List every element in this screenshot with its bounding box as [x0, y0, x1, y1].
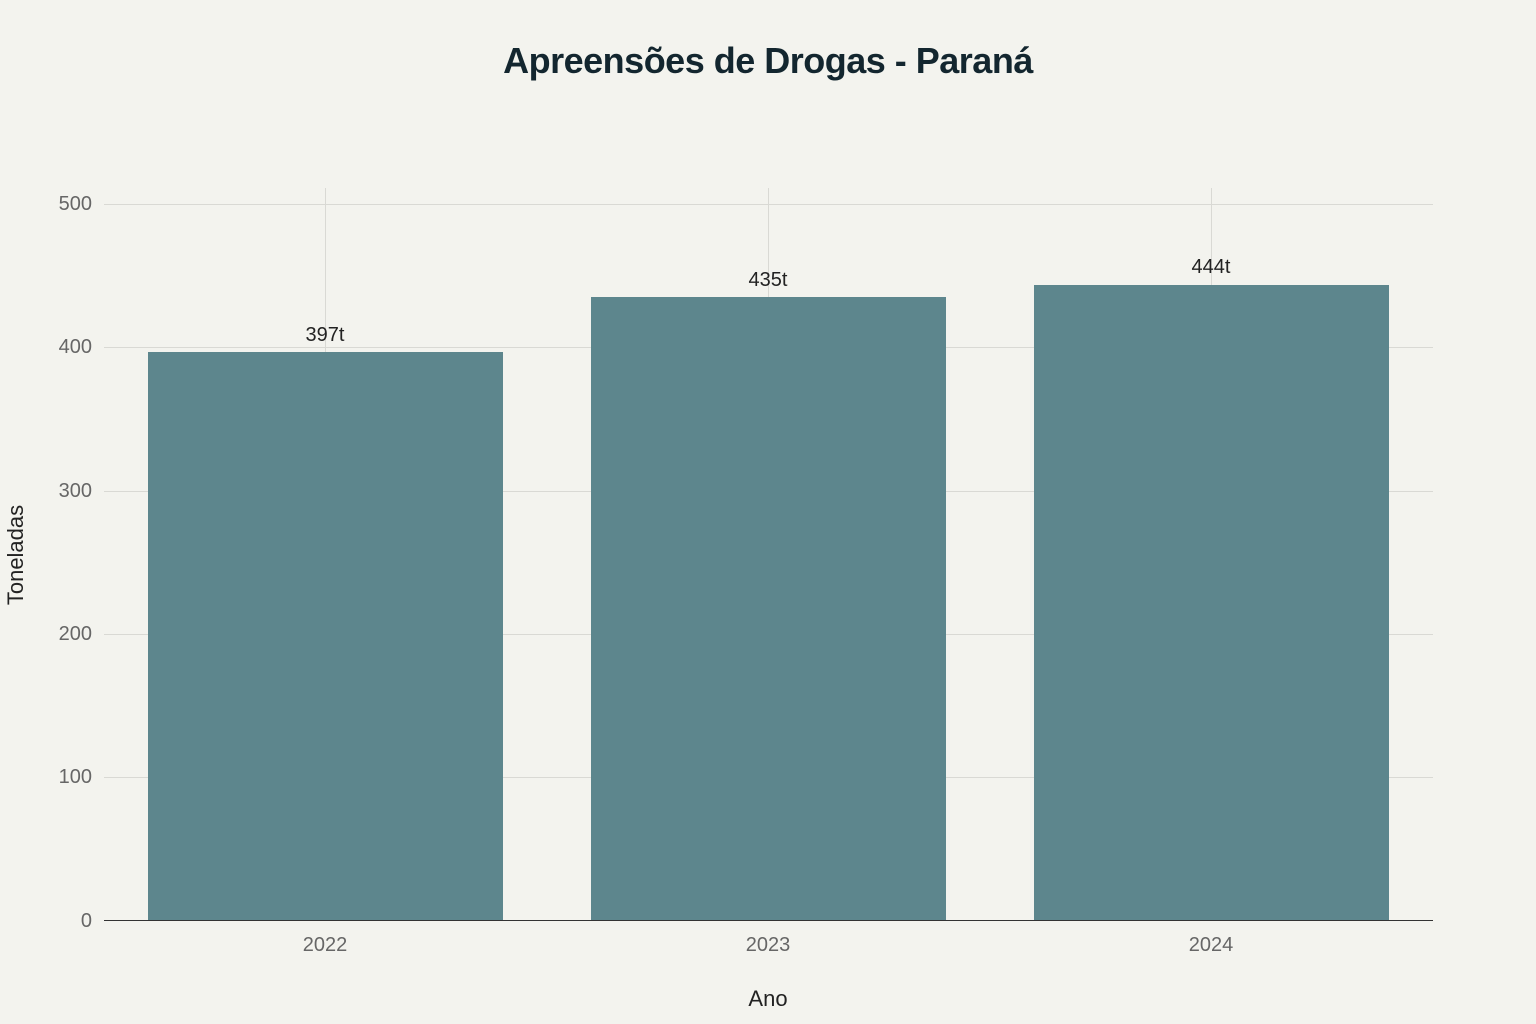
y-tick-500: 500: [58, 193, 92, 215]
y-tick-200: 200: [58, 623, 92, 645]
x-tick-2022: 2022: [302, 934, 348, 956]
chart-title: Apreensões de Drogas - Paraná: [503, 40, 1033, 81]
bar-2024[interactable]: [1034, 285, 1389, 921]
y-axis-label: Toneladas: [3, 504, 28, 606]
y-tick-400: 400: [58, 336, 92, 358]
y-tick-0: 0: [80, 910, 92, 932]
x-axis-line: [104, 920, 1433, 921]
bar-label-2022: 397t: [305, 324, 345, 346]
bar-2022[interactable]: [148, 352, 503, 921]
y-tick-300: 300: [58, 480, 92, 502]
bar-2023[interactable]: [591, 297, 946, 921]
x-tick-2023: 2023: [745, 934, 791, 956]
y-tick-100: 100: [58, 766, 92, 788]
x-axis-label: Ano: [748, 986, 788, 1011]
bar-label-2023: 435t: [748, 269, 788, 291]
x-tick-2024: 2024: [1188, 934, 1234, 956]
bar-label-2024: 444t: [1191, 256, 1231, 278]
